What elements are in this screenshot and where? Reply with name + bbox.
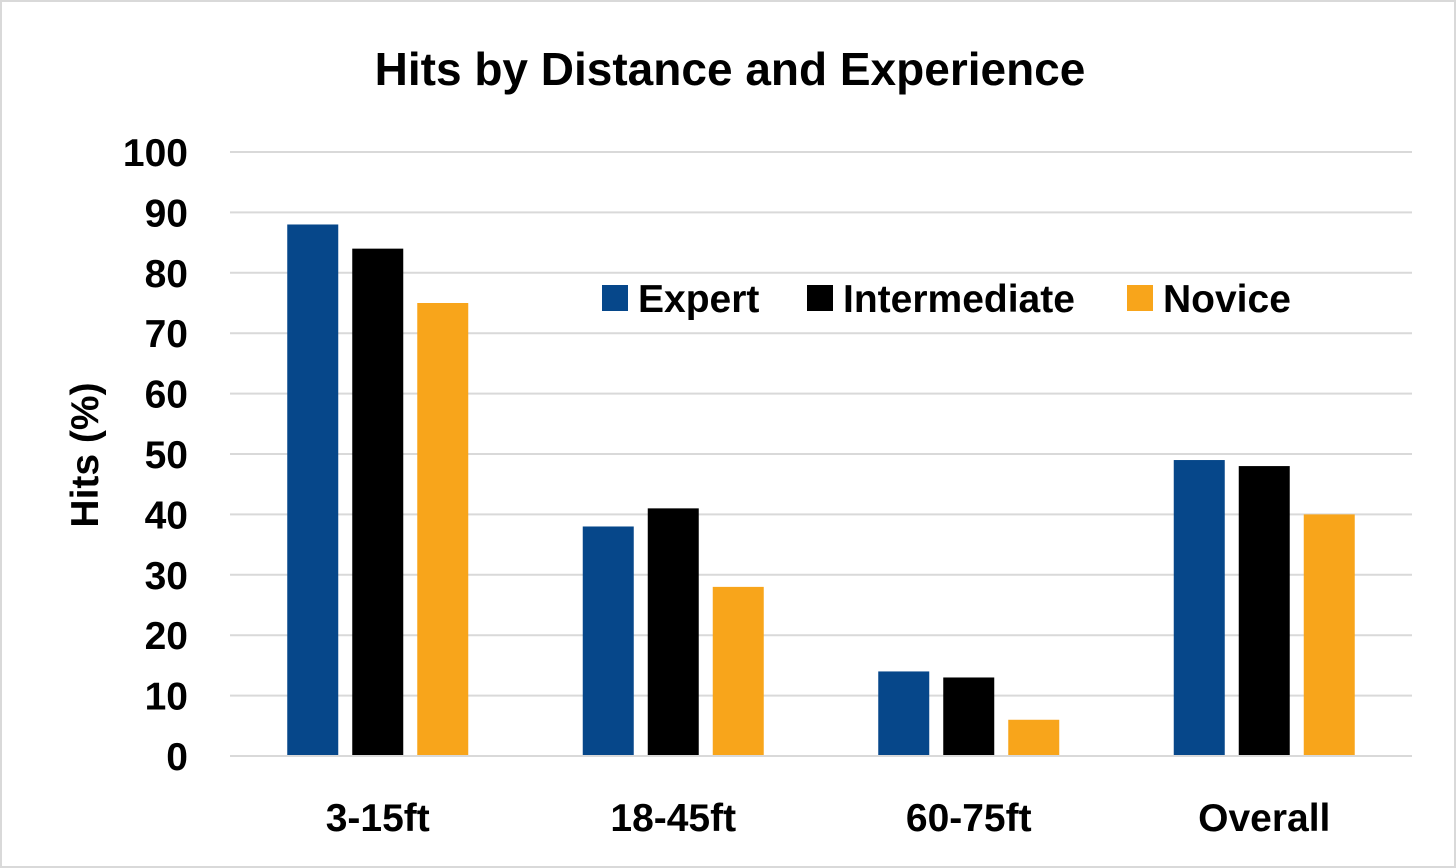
legend-swatch-novice <box>1127 285 1153 311</box>
legend-label-intermediate: Intermediate <box>843 278 1075 321</box>
bar-novice-0 <box>417 303 469 756</box>
bar-novice-3 <box>1303 514 1355 756</box>
legend-label-novice: Novice <box>1163 278 1291 321</box>
y-tick-label: 0 <box>166 736 188 779</box>
y-tick-label: 40 <box>145 494 188 537</box>
bar-intermediate-3 <box>1238 466 1290 756</box>
chart-title: Hits by Distance and Experience <box>375 43 1086 95</box>
y-tick-label: 100 <box>123 132 188 175</box>
y-tick-label: 70 <box>145 313 188 356</box>
gridlines <box>230 151 1412 697</box>
legend-swatch-expert <box>602 285 628 311</box>
bar-intermediate-0 <box>352 248 404 756</box>
x-category-label: 3-15ft <box>326 797 430 840</box>
legend-label-expert: Expert <box>638 278 759 321</box>
bar-expert-0 <box>287 224 339 757</box>
y-axis-title: Hits (%) <box>64 382 107 527</box>
y-axis-ticks: 0 10 20 30 40 50 60 70 80 90 100 <box>123 132 188 779</box>
legend-swatch-intermediate <box>807 285 833 311</box>
x-axis-categories: 3-15ft 18-45ft 60-75ft Overall <box>326 797 1331 840</box>
bars <box>287 224 1355 757</box>
x-category-label: 18-45ft <box>610 797 736 840</box>
x-category-label: 60-75ft <box>906 797 1032 840</box>
bar-intermediate-2 <box>943 677 995 756</box>
x-category-label: Overall <box>1198 797 1330 840</box>
bar-expert-3 <box>1173 460 1225 756</box>
y-tick-label: 90 <box>145 192 188 235</box>
bar-expert-2 <box>878 671 930 756</box>
y-tick-label: 80 <box>145 253 188 296</box>
y-tick-label: 20 <box>145 615 188 658</box>
legend: Expert Intermediate Novice <box>602 278 1291 321</box>
y-tick-label: 60 <box>145 374 188 417</box>
bar-expert-1 <box>582 526 634 756</box>
bar-novice-1 <box>712 586 764 756</box>
y-tick-label: 30 <box>145 555 188 598</box>
y-tick-label: 50 <box>145 434 188 477</box>
bar-intermediate-1 <box>647 508 699 756</box>
bar-novice-2 <box>1008 719 1060 756</box>
y-tick-label: 10 <box>145 676 188 719</box>
